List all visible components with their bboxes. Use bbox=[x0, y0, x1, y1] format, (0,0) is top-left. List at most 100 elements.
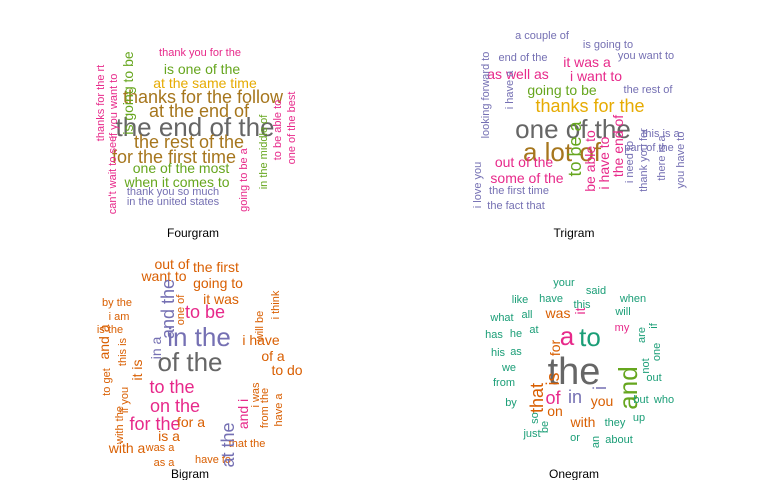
word-label: at the bbox=[218, 422, 238, 467]
word-label: but bbox=[633, 394, 648, 406]
word-label: a lot of bbox=[523, 137, 602, 167]
word-label: end of the bbox=[499, 52, 548, 64]
word-label: by the bbox=[102, 297, 132, 309]
word-label: like bbox=[512, 294, 529, 306]
word-label: are bbox=[636, 327, 648, 343]
word-label: thank you for the bbox=[159, 47, 241, 59]
word-label: i need to bbox=[624, 141, 636, 183]
word-label: as well as bbox=[487, 66, 548, 82]
word-label: i love you bbox=[472, 162, 484, 208]
word-label: who bbox=[653, 394, 674, 406]
word-label: of bbox=[545, 388, 561, 408]
word-label: one of the best bbox=[286, 92, 298, 165]
word-label: about bbox=[605, 434, 633, 446]
word-label: you bbox=[591, 393, 614, 409]
word-label: thanks for the follow bbox=[123, 87, 284, 107]
word-label: this is bbox=[117, 337, 129, 366]
word-label: to be a bbox=[565, 120, 585, 176]
word-label: as bbox=[510, 346, 522, 358]
word-label: i have a bbox=[504, 70, 516, 109]
word-label: so bbox=[529, 412, 541, 424]
word-label: was a bbox=[145, 442, 176, 454]
word-label: out bbox=[646, 372, 661, 384]
word-label: this is a bbox=[642, 128, 680, 140]
word-label: will be bbox=[254, 311, 266, 343]
word-label: part of the bbox=[624, 142, 674, 154]
word-label: to the bbox=[149, 377, 194, 397]
word-label: thank you so much bbox=[127, 186, 219, 198]
word-label: not bbox=[640, 358, 652, 373]
word-label: have bbox=[539, 293, 563, 305]
word-label: out of the bbox=[495, 154, 554, 170]
word-label: said bbox=[586, 285, 606, 297]
word-label: with the bbox=[114, 406, 126, 445]
word-label: he bbox=[510, 328, 522, 340]
word-label: all bbox=[521, 309, 532, 321]
word-label: to bbox=[579, 322, 601, 352]
word-label: one of bbox=[175, 294, 187, 326]
word-label: i want to bbox=[570, 68, 622, 84]
word-label: going to be bbox=[527, 82, 596, 98]
word-label: when it comes to bbox=[123, 174, 229, 190]
word-label: i have to bbox=[596, 136, 612, 189]
word-label: thanks for the rt bbox=[95, 65, 107, 141]
word-label: have a bbox=[273, 393, 285, 427]
word-label: if you want to bbox=[108, 74, 120, 139]
word-label: it was bbox=[203, 291, 239, 307]
word-label: the fact that bbox=[487, 200, 544, 212]
word-label: the first bbox=[193, 259, 239, 275]
word-label: that the bbox=[229, 438, 266, 450]
word-label: as a bbox=[154, 457, 176, 469]
word-label: i think bbox=[270, 290, 282, 319]
word-label: with bbox=[570, 414, 596, 430]
word-label: of the bbox=[157, 347, 222, 377]
word-label: by bbox=[505, 397, 517, 409]
word-label: from bbox=[493, 377, 515, 389]
word-label: you have to bbox=[675, 132, 687, 189]
word-label: is going to be bbox=[120, 51, 136, 134]
word-label: in the bbox=[167, 322, 231, 352]
word-label: one of the most bbox=[133, 160, 230, 176]
word-label: when bbox=[619, 293, 646, 305]
word-label: one bbox=[651, 343, 663, 361]
word-label: it bbox=[572, 307, 588, 314]
word-label: they bbox=[605, 417, 626, 429]
word-label: the rest of the bbox=[134, 132, 244, 152]
word-label: from the bbox=[259, 388, 271, 428]
word-label: looking forward to bbox=[480, 52, 492, 139]
word-label: at bbox=[529, 324, 538, 336]
word-label: this bbox=[573, 299, 591, 311]
word-label: it is bbox=[129, 360, 145, 381]
panel-caption: Trigram bbox=[554, 226, 595, 240]
word-label: the end of the bbox=[115, 112, 274, 142]
word-label: you want to bbox=[618, 50, 674, 62]
word-label: i have bbox=[242, 332, 280, 348]
word-label: out of bbox=[154, 256, 189, 272]
word-label: that bbox=[527, 383, 547, 413]
word-label: or bbox=[570, 432, 580, 444]
word-label: was bbox=[545, 305, 571, 321]
word-label: and bbox=[613, 366, 643, 409]
word-label: one of the bbox=[515, 114, 631, 144]
word-label: the first time bbox=[489, 185, 549, 197]
word-label: the rest of bbox=[624, 84, 674, 96]
word-label: of a bbox=[261, 348, 285, 364]
panel-caption: Bigram bbox=[171, 467, 209, 480]
wordcloud-panel-trigram: a couple of is going to end of the it was a… bbox=[472, 30, 687, 240]
word-label: for a bbox=[177, 414, 205, 430]
word-label: is a bbox=[158, 428, 180, 444]
word-label: at the end of bbox=[149, 101, 250, 121]
word-label: on bbox=[547, 403, 563, 419]
word-label: will bbox=[614, 306, 630, 318]
word-label: a couple of bbox=[515, 30, 570, 42]
word-label: to get bbox=[101, 368, 113, 396]
word-label: my bbox=[615, 322, 630, 334]
panel-caption: Onegram bbox=[549, 467, 599, 480]
word-label: in the united states bbox=[127, 196, 220, 208]
word-label: it was a bbox=[563, 54, 611, 70]
word-label: just bbox=[522, 428, 540, 440]
word-label: to be bbox=[185, 302, 225, 322]
word-label: in bbox=[568, 387, 582, 407]
word-label: and a bbox=[96, 324, 112, 359]
